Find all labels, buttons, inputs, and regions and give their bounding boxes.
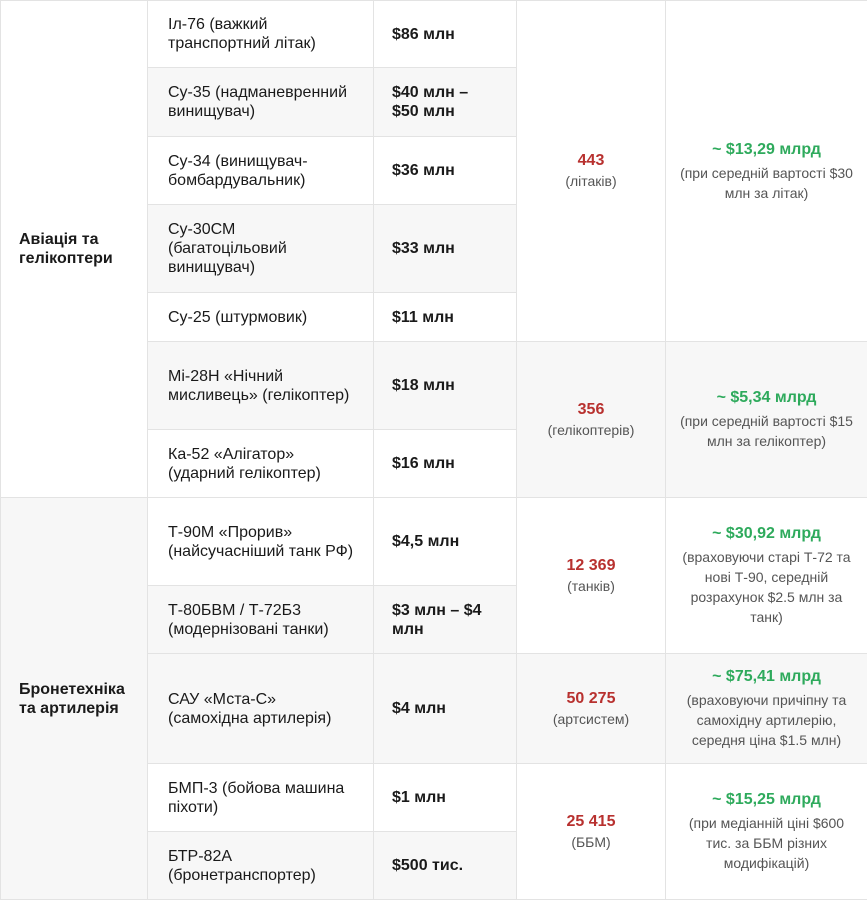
item-name: Су-30СМ (багатоцільовий винищувач)	[147, 204, 374, 293]
count-unit: (літаків)	[565, 173, 617, 189]
count-cell: 25 415 (ББМ)	[516, 763, 666, 900]
item-name: Су-25 (штурмовик)	[147, 292, 374, 342]
item-price: $86 млн	[373, 0, 517, 68]
count-unit: (гелікоптерів)	[547, 421, 635, 438]
item-price: $18 млн	[373, 341, 517, 430]
item-name: Ка-52 «Алігатор» (ударний гелікоптер)	[147, 429, 374, 498]
item-price: $4,5 млн	[373, 497, 517, 586]
estimate-cell: ~ $30,92 млрд (враховуючи старі Т-72 та н…	[665, 497, 867, 654]
item-name: Т-80БВМ / Т-72Б3 (модернізовані танки)	[147, 585, 374, 654]
item-price: $11 млн	[373, 292, 517, 342]
estimate-cell: ~ $13,29 млрд (при середній вартості $30 …	[665, 0, 867, 342]
table-row: Мі-28Н «Нічний мисливець» (гелікоптер) $1…	[1, 341, 867, 498]
item-name: Т-90М «Прорив» (найсучасніший танк РФ)	[147, 497, 374, 586]
estimate-cell: ~ $75,41 млрд (враховуючи причіпну та сам…	[665, 653, 867, 764]
estimate-value: ~ $15,25 млрд	[712, 791, 821, 808]
estimate-note: (враховуючи старі Т-72 та нові Т-90, сер…	[682, 549, 851, 625]
item-name: БМП-3 (бойова машина піхоти)	[147, 763, 374, 832]
item-name: Су-34 (винищувач-бомбардувальник)	[147, 136, 374, 205]
table-row: Су-25 (штурмовик) $11 млн	[1, 292, 867, 342]
estimate-cell: ~ $5,34 млрд (при середній вартості $15 м…	[665, 341, 867, 498]
table-row: Авіація та гелікоптери Іл-76 (важкий тран…	[0, 0, 867, 498]
item-price: $1 млн	[373, 763, 517, 832]
table-row: Т-80БВМ / Т-72Б3 (модернізовані танки) $3…	[1, 585, 867, 654]
item-price: $40 млн – $50 млн	[373, 67, 517, 137]
category-cell: Авіація та гелікоптери	[0, 0, 148, 498]
item-price: $36 млн	[373, 136, 517, 205]
count-value: 443	[577, 152, 605, 169]
item-price: $500 тис.	[373, 831, 517, 900]
item-price: $33 млн	[373, 204, 517, 293]
count-value: 12 369	[566, 556, 616, 574]
table-row: Су-34 (винищувач-бомбардувальник) $36 млн	[1, 136, 867, 205]
item-name: Іл-76 (важкий транспортний літак)	[147, 0, 374, 68]
item-price: $3 млн – $4 млн	[373, 585, 517, 654]
estimate-note: (при середній вартості $30 млн за літак)	[680, 164, 853, 201]
item-price: $4 млн	[373, 653, 517, 764]
count-unit: (артсистем)	[552, 710, 630, 727]
count-value: 356	[577, 400, 605, 418]
item-price: $16 млн	[373, 429, 517, 498]
count-cell: 12 369 (танків)	[516, 497, 666, 654]
estimate-value: ~ $75,41 млрд	[712, 668, 821, 685]
estimate-value: ~ $13,29 млрд	[712, 140, 821, 158]
estimate-value: ~ $5,34 млрд	[716, 389, 817, 406]
item-name: Су-35 (надманевренний винищувач)	[147, 67, 374, 137]
table-row: Су-35 (надманевренний винищувач) $40 млн …	[1, 67, 867, 137]
category-cell: Бронетехніка та артилерія	[0, 497, 148, 900]
estimate-note: (при середній вартості $15 млн за геліко…	[680, 413, 853, 449]
table-row: БМП-3 (бойова машина піхоти) $1 млн 25 415…	[1, 763, 867, 900]
estimate-cell: ~ $15,25 млрд (при медіанній ціні $600 ти…	[665, 763, 867, 900]
item-name: Мі-28Н «Нічний мисливець» (гелікоптер)	[147, 341, 374, 430]
table-row: БТР-82А (бронетранспортер) $500 тис.	[1, 831, 867, 900]
estimate-value: ~ $30,92 млрд	[712, 525, 821, 542]
count-value: 25 415	[566, 812, 616, 830]
count-cell: 50 275 (артсистем)	[516, 653, 666, 764]
count-cell: 443 (літаків)	[516, 0, 666, 342]
count-unit: (танків)	[567, 577, 615, 594]
count-value: 50 275	[566, 689, 616, 707]
table-row: Бронетехніка та артилерія Т-90М «Прорив» …	[0, 497, 867, 900]
count-cell: 356 (гелікоптерів)	[516, 341, 666, 498]
estimate-note: (при медіанній ціні $600 тис. за ББМ різ…	[688, 815, 845, 871]
count-unit: (ББМ)	[571, 833, 611, 850]
estimate-note: (враховуючи причіпну та самохідну артиле…	[686, 692, 847, 748]
item-name: БТР-82А (бронетранспортер)	[147, 831, 374, 900]
table-row: САУ «Мста-С» (самохідна артилерія) $4 млн…	[1, 653, 867, 764]
item-name: САУ «Мста-С» (самохідна артилерія)	[147, 653, 374, 764]
